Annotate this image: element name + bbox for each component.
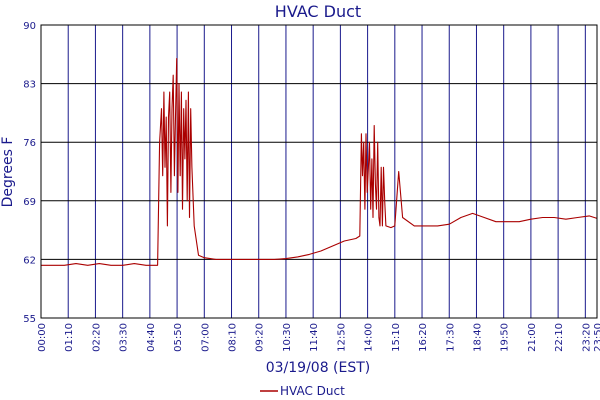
x-tick-9: 10:30: [282, 323, 293, 352]
x-tick-6: 07:00: [200, 323, 211, 352]
x-tick-7: 08:10: [228, 323, 239, 352]
x-tick-4: 04:40: [146, 323, 157, 352]
x-tick-18: 21:00: [527, 323, 538, 352]
x-tick-3: 03:30: [119, 323, 130, 352]
x-tick-17: 19:50: [500, 323, 511, 352]
x-tick-14: 16:20: [418, 323, 429, 352]
legend: HVAC Duct: [260, 384, 345, 398]
x-tick-20: 23:20: [581, 323, 592, 352]
y-tick-3: 76: [23, 138, 36, 149]
x-tick-21: 23:50: [593, 323, 600, 352]
x-tick-13: 15:10: [391, 323, 402, 352]
y-tick-5: 90: [23, 21, 36, 32]
y-tick-labels: 55 62 69 76 83 90: [23, 21, 36, 325]
x-tick-labels: 00:00 01:10 02:20 03:30 04:40 05:50 07:00 08:10…: [37, 323, 600, 352]
y-tick-2: 69: [23, 197, 36, 208]
x-tick-15: 17:30: [445, 323, 456, 352]
grid-lines: [40, 24, 598, 319]
y-tick-4: 83: [23, 80, 36, 91]
x-tick-10: 11:40: [309, 323, 320, 352]
y-axis-label: Degrees F: [0, 137, 16, 208]
x-tick-16: 18:40: [472, 323, 483, 352]
plot-frame: [40, 24, 598, 319]
x-tick-2: 02:20: [91, 323, 102, 352]
x-tick-5: 05:50: [173, 323, 184, 352]
x-tick-19: 22:10: [554, 323, 565, 352]
x-tick-8: 09:20: [255, 323, 266, 352]
x-tick-12: 14:00: [364, 323, 375, 352]
y-tick-0: 55: [23, 314, 36, 325]
legend-label: HVAC Duct: [280, 384, 345, 398]
series-line-0: [41, 57, 598, 266]
series-lines: [41, 57, 598, 266]
x-axis-label: 03/19/08 (EST): [266, 360, 371, 376]
x-tick-1: 01:10: [64, 323, 75, 352]
x-tick-11: 12:50: [336, 323, 347, 352]
chart-title: HVAC Duct: [275, 2, 361, 21]
x-tick-0: 00:00: [37, 323, 48, 352]
y-tick-1: 62: [23, 255, 36, 266]
